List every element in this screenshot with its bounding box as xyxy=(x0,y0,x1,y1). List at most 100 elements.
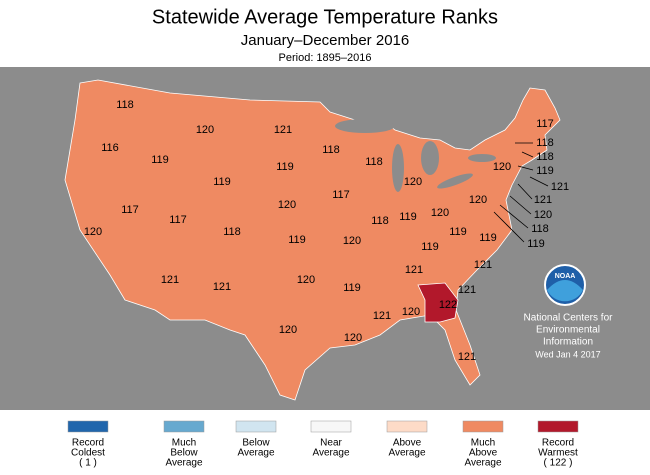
credit-date: Wed Jan 4 2017 xyxy=(535,349,600,359)
state-rank: 121 xyxy=(161,274,179,286)
leader-line xyxy=(517,165,534,171)
state-rank: 121 xyxy=(458,351,476,363)
state-rank: 117 xyxy=(536,118,554,130)
state-rank: 121 xyxy=(274,124,292,136)
legend-swatch xyxy=(67,420,109,433)
period: Period: 1895–2016 xyxy=(279,52,372,64)
legend-label: Average xyxy=(464,458,502,469)
subtitle: January–December 2016 xyxy=(241,32,409,49)
legend-label: Near xyxy=(320,438,342,449)
legend-label: Above xyxy=(469,448,498,459)
state-rank: 118 xyxy=(322,144,340,156)
logo-wave xyxy=(547,280,583,302)
legend-label: Record xyxy=(72,438,104,449)
noaa-logo: NOAA xyxy=(544,264,586,306)
legend-label: Warmest xyxy=(538,448,578,459)
state-rank: 121 xyxy=(474,259,492,271)
state-rank: 120 xyxy=(534,209,552,221)
state-rank: 118 xyxy=(371,215,389,227)
leader-line xyxy=(493,211,525,243)
state-rank: 119 xyxy=(213,176,231,188)
great-lakes xyxy=(335,119,496,192)
state-rank: 119 xyxy=(479,232,497,244)
state-rank: 120 xyxy=(278,199,296,211)
state-rank: 120 xyxy=(344,332,362,344)
state-rank: 120 xyxy=(196,124,214,136)
georgia xyxy=(417,282,459,323)
lake xyxy=(392,144,404,192)
state-rank: 119 xyxy=(399,211,417,223)
state-labels: 1181161191201191211191181181201201171171… xyxy=(84,99,569,363)
state-rank: 120 xyxy=(402,306,420,318)
state-rank: 120 xyxy=(279,324,297,336)
state-rank: 120 xyxy=(404,176,422,188)
legend-swatch xyxy=(163,420,205,433)
legend-label: ( 122 ) xyxy=(544,458,573,469)
legend-swatch xyxy=(310,420,352,433)
state-rank: 118 xyxy=(365,156,383,168)
legend-swatch xyxy=(235,420,277,433)
state-rank: 121 xyxy=(373,310,391,322)
state-rank: 121 xyxy=(551,181,569,193)
legend-label: Average xyxy=(165,458,203,469)
leader-lines xyxy=(493,142,549,243)
legend-swatch xyxy=(462,420,504,433)
lake xyxy=(335,119,395,133)
state-rank: 119 xyxy=(151,154,169,166)
legend-label: Coldest xyxy=(71,448,105,459)
state-rank: 119 xyxy=(536,165,554,177)
leader-line xyxy=(517,183,533,200)
state-rank: 118 xyxy=(531,223,549,235)
state-rank: 121 xyxy=(213,281,231,293)
state-rank: 120 xyxy=(469,194,487,206)
leader-line xyxy=(499,204,529,229)
state-rank: 119 xyxy=(421,241,439,253)
state-rank: 120 xyxy=(493,161,511,173)
state-rank: 119 xyxy=(343,282,361,294)
state-rank: 119 xyxy=(527,238,545,250)
state-rank: 120 xyxy=(297,274,315,286)
state-rank: 120 xyxy=(84,226,102,238)
state-rank: 118 xyxy=(536,151,554,163)
state-rank: 122 xyxy=(439,299,457,311)
logo-text: NOAA xyxy=(555,273,576,280)
legend-label: ( 1 ) xyxy=(79,458,97,469)
state-rank: 118 xyxy=(536,137,554,149)
lake xyxy=(421,141,439,175)
lake xyxy=(437,173,473,189)
state-rank: 117 xyxy=(169,214,187,226)
legend-label: Much xyxy=(471,438,495,449)
state-rank: 120 xyxy=(431,207,449,219)
legend-label: Average xyxy=(312,448,350,459)
credit-line: National Centers for xyxy=(524,313,614,324)
state-rank: 116 xyxy=(101,142,119,154)
legend-label: Below xyxy=(170,448,198,459)
state-rank: 119 xyxy=(288,234,306,246)
leader-line xyxy=(509,195,532,215)
legend-label: Record xyxy=(542,438,574,449)
legend-swatch xyxy=(386,420,428,433)
legend-label: Average xyxy=(388,448,426,459)
state-rank: 121 xyxy=(405,264,423,276)
credit-line: Information xyxy=(543,337,593,348)
state-rank: 121 xyxy=(458,284,476,296)
legend-label: Average xyxy=(237,448,275,459)
leader-line xyxy=(529,176,549,187)
title: Statewide Average Temperature Ranks xyxy=(152,6,498,28)
leader-line xyxy=(521,151,534,158)
legend-label: Above xyxy=(393,438,422,449)
legend-swatch xyxy=(537,420,579,433)
state-rank: 118 xyxy=(223,226,241,238)
state-rank: 119 xyxy=(276,161,294,173)
credit-line: Environmental xyxy=(536,325,600,336)
state-rank: 118 xyxy=(116,99,134,111)
state-rank: 120 xyxy=(343,235,361,247)
legend-label: Much xyxy=(172,438,196,449)
lake xyxy=(468,154,496,162)
state-rank: 117 xyxy=(332,189,350,201)
state-rank: 119 xyxy=(449,226,467,238)
state-rank: 121 xyxy=(534,194,552,206)
state-rank: 117 xyxy=(121,204,139,216)
